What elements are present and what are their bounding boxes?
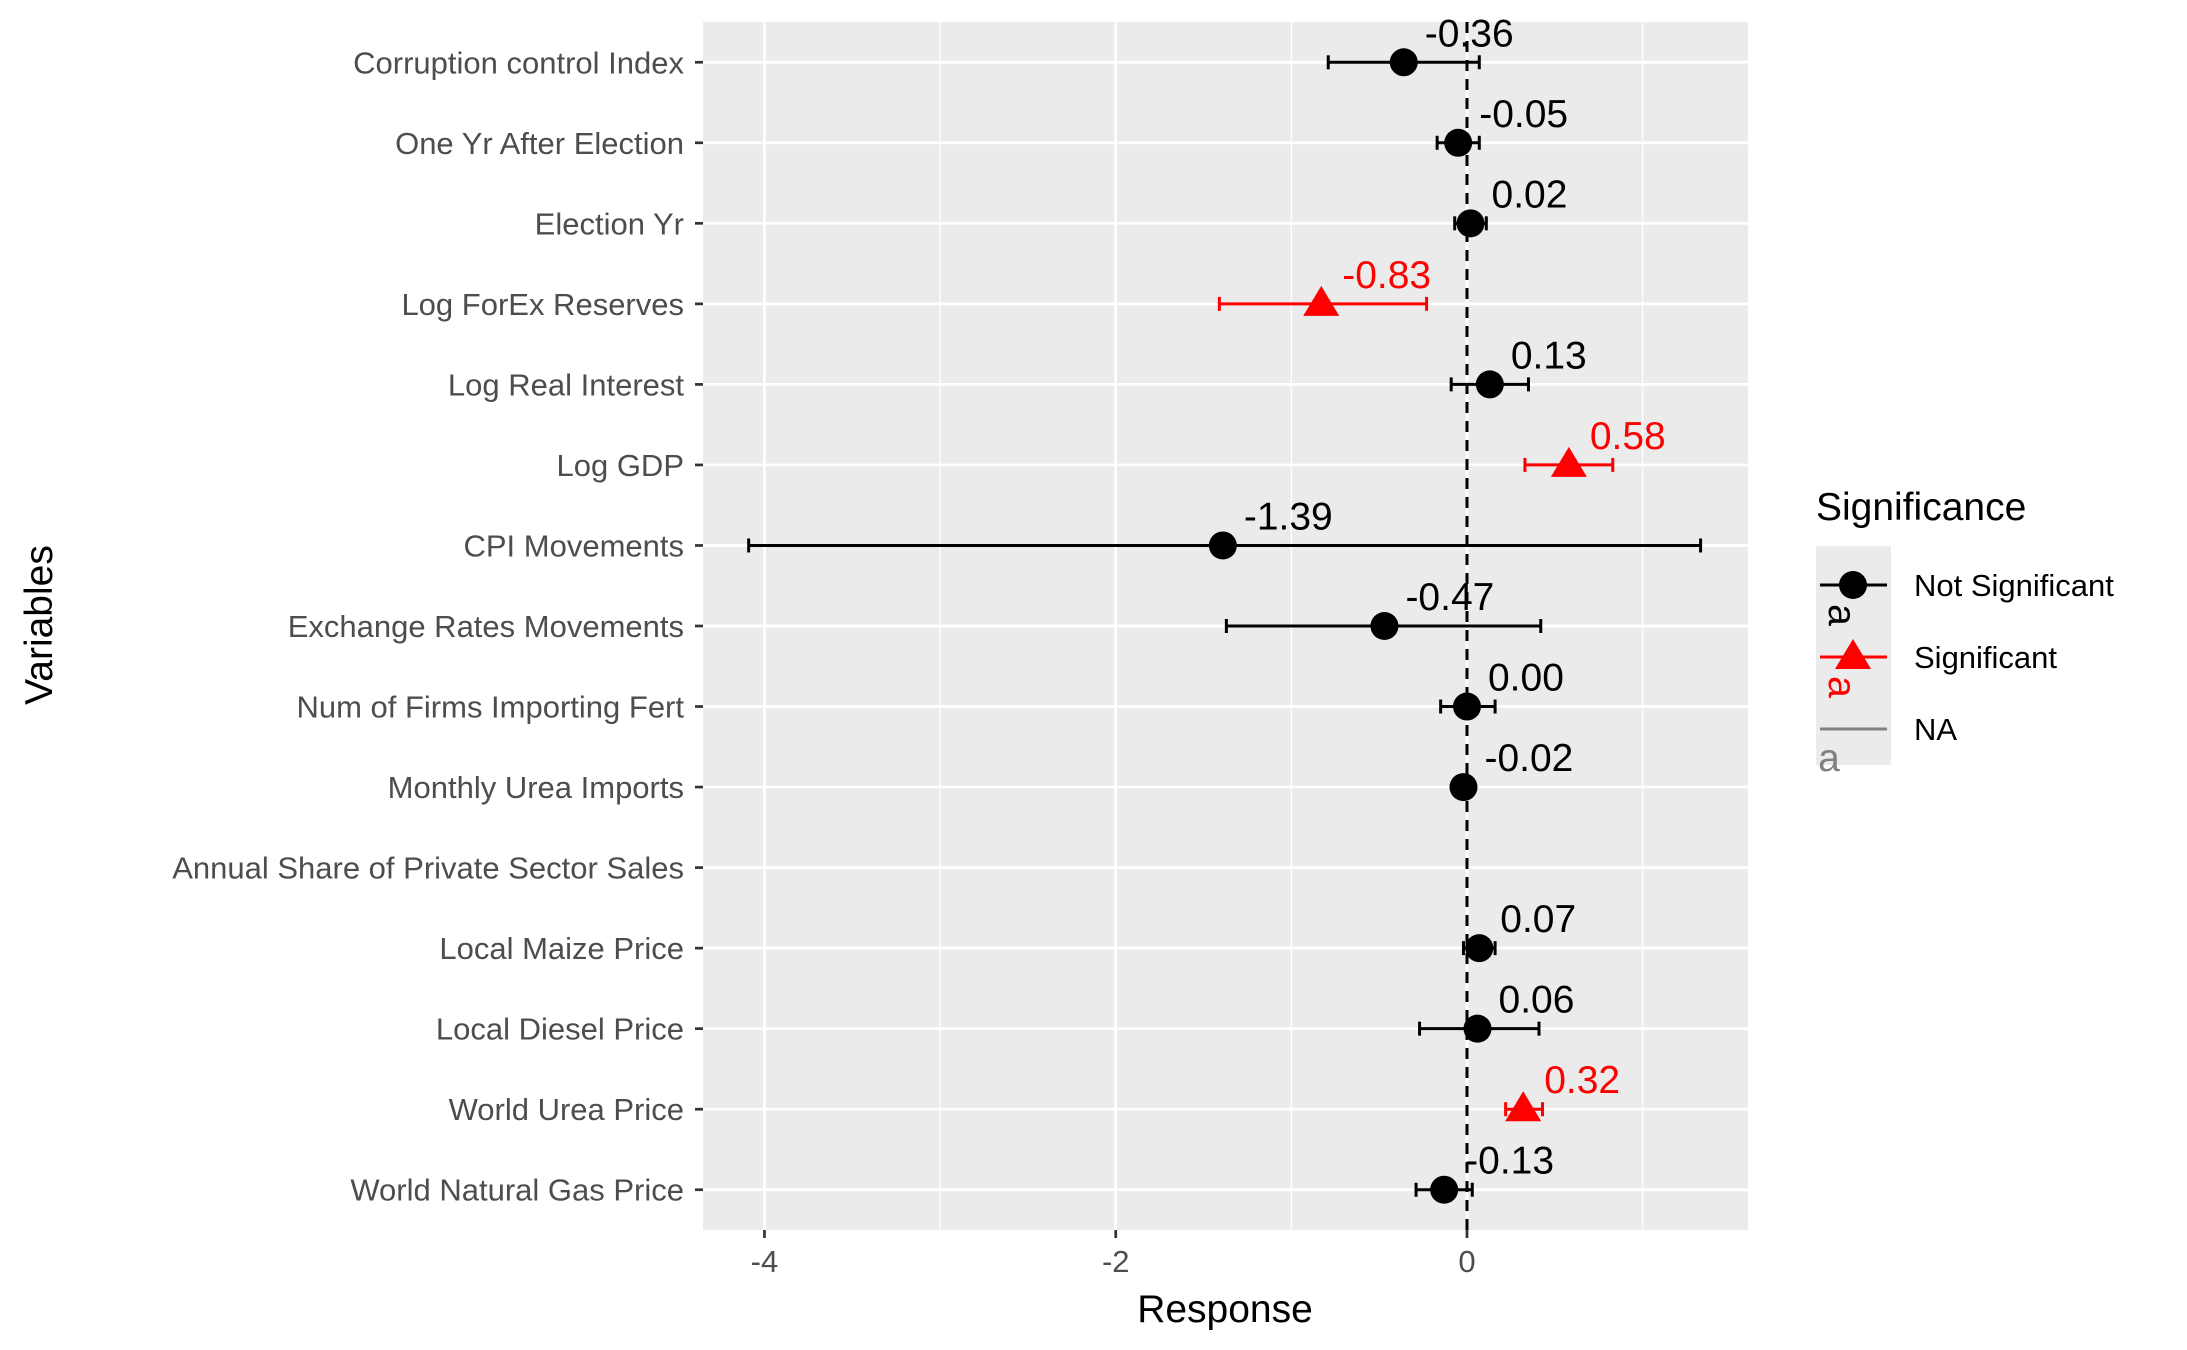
data-label: -0.83 bbox=[1342, 254, 1431, 297]
legend-key-triangle bbox=[1835, 639, 1871, 669]
y-tick-label: One Yr After Election bbox=[395, 126, 684, 161]
point-marker-circle bbox=[1463, 1014, 1492, 1043]
legend-key-letter: a bbox=[1818, 737, 1840, 780]
point-marker-circle bbox=[1465, 934, 1494, 963]
legend-label: Not Significant bbox=[1914, 568, 2114, 603]
data-labels: -0.36 -0.05 0.02 -0.83 0.130.58 -1.39 -0.47 0.0… bbox=[1244, 12, 1666, 1182]
y-tick-label: Num of Firms Importing Fert bbox=[296, 690, 684, 725]
x-axis-title: Response bbox=[1137, 1288, 1313, 1331]
y-tick-label: Exchange Rates Movements bbox=[288, 609, 684, 644]
data-label: -0.47 bbox=[1405, 576, 1494, 619]
legend-keys: a Not Significant a Significant a NA bbox=[1818, 568, 2114, 780]
y-tick-label: CPI Movements bbox=[463, 528, 684, 563]
y-axis-title: Variables bbox=[18, 545, 61, 705]
point-marker-circle bbox=[1449, 773, 1478, 802]
y-tick-label: Log Real Interest bbox=[448, 367, 684, 402]
data-label: -0.05 bbox=[1479, 93, 1568, 136]
point-markers bbox=[1208, 48, 1587, 1204]
point-marker-triangle bbox=[1303, 285, 1340, 316]
point-marker-circle bbox=[1389, 48, 1418, 77]
legend-title: Significance bbox=[1816, 486, 2026, 529]
legend-key: a NA bbox=[1818, 712, 1957, 780]
legend-key: a Not Significant bbox=[1820, 568, 2114, 626]
legend-label: Significant bbox=[1914, 640, 2057, 675]
data-label: -0.36 bbox=[1425, 12, 1514, 55]
x-tick-label: -4 bbox=[751, 1244, 779, 1279]
data-label: 0.13 bbox=[1511, 334, 1587, 377]
data-label: 0.06 bbox=[1499, 979, 1575, 1022]
point-marker-circle bbox=[1475, 370, 1504, 399]
y-tick-label: Local Maize Price bbox=[439, 931, 684, 966]
data-label: -0.02 bbox=[1484, 737, 1573, 780]
y-tick-label: Log ForEx Reserves bbox=[401, 287, 684, 322]
point-marker-circle bbox=[1370, 612, 1399, 640]
y-tick-label: World Natural Gas Price bbox=[350, 1173, 684, 1208]
data-label: 0.32 bbox=[1544, 1059, 1620, 1102]
y-tick-label: Local Diesel Price bbox=[436, 1012, 684, 1047]
data-label: 0.58 bbox=[1590, 415, 1666, 458]
y-tick-label: Log GDP bbox=[556, 448, 684, 483]
x-tick-label: -2 bbox=[1102, 1244, 1130, 1279]
point-marker-triangle bbox=[1505, 1091, 1542, 1122]
point-marker-circle bbox=[1208, 531, 1237, 560]
data-label: 0.07 bbox=[1500, 898, 1576, 941]
point-marker-circle bbox=[1430, 1175, 1459, 1204]
point-marker-circle bbox=[1452, 692, 1481, 721]
x-axis: -4 -2 0 bbox=[751, 1230, 1476, 1279]
x-tick-label: 0 bbox=[1458, 1244, 1475, 1279]
point-marker-circle bbox=[1456, 209, 1485, 238]
legend-key-letter: a bbox=[1820, 676, 1863, 698]
data-label: 0.02 bbox=[1492, 173, 1568, 216]
y-axis: Corruption control Index One Yr After Ele… bbox=[172, 45, 703, 1208]
y-tick-label: Monthly Urea Imports bbox=[388, 770, 684, 805]
y-tick-label: Election Yr bbox=[535, 206, 684, 241]
legend-label: NA bbox=[1914, 712, 1957, 747]
y-tick-label: Corruption control Index bbox=[353, 45, 684, 80]
legend: Significance a Not Significant a Significan… bbox=[1816, 486, 2114, 780]
data-label: 0.00 bbox=[1488, 657, 1564, 700]
legend-key: a Significant bbox=[1820, 639, 2057, 698]
y-tick-label: World Urea Price bbox=[449, 1092, 684, 1127]
legend-key-letter: a bbox=[1820, 604, 1863, 626]
data-label: -0.13 bbox=[1465, 1140, 1554, 1183]
data-label: -1.39 bbox=[1244, 495, 1333, 538]
point-marker-circle bbox=[1444, 128, 1473, 157]
legend-key-circle bbox=[1839, 571, 1867, 599]
point-marker-triangle bbox=[1550, 446, 1587, 477]
y-tick-label: Annual Share of Private Sector Sales bbox=[172, 851, 684, 886]
